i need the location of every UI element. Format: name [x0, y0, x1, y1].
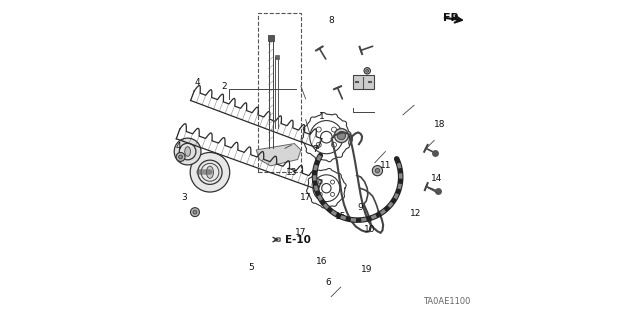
- Circle shape: [193, 210, 197, 214]
- Text: 11: 11: [380, 161, 391, 170]
- Text: 16: 16: [316, 257, 327, 266]
- Text: 14: 14: [431, 174, 442, 183]
- Circle shape: [372, 166, 383, 176]
- Circle shape: [191, 208, 200, 217]
- Bar: [258, 13, 301, 172]
- Circle shape: [190, 152, 230, 192]
- Text: 4: 4: [175, 142, 181, 151]
- Ellipse shape: [207, 166, 214, 178]
- Circle shape: [334, 129, 348, 143]
- Ellipse shape: [185, 147, 191, 156]
- Text: 15: 15: [335, 212, 346, 221]
- Text: 8: 8: [328, 16, 334, 25]
- Text: 12: 12: [410, 209, 421, 218]
- Text: 9: 9: [357, 203, 363, 212]
- Text: 2: 2: [221, 82, 227, 91]
- Circle shape: [174, 138, 201, 165]
- Text: 17: 17: [295, 228, 307, 237]
- Circle shape: [337, 131, 346, 140]
- Text: 19: 19: [360, 265, 372, 274]
- Text: 17: 17: [300, 193, 312, 202]
- Bar: [353, 75, 374, 89]
- Text: 7: 7: [312, 145, 318, 154]
- Circle shape: [366, 70, 369, 72]
- Text: E-10: E-10: [285, 234, 311, 245]
- Polygon shape: [275, 238, 280, 241]
- Text: 5: 5: [248, 263, 254, 272]
- Text: 4: 4: [195, 78, 200, 87]
- Text: 6: 6: [325, 278, 331, 287]
- Text: 10: 10: [364, 225, 375, 234]
- Text: TA0AE1100: TA0AE1100: [422, 297, 470, 306]
- Circle shape: [364, 68, 371, 74]
- Text: 13: 13: [285, 168, 297, 177]
- Text: 1: 1: [319, 112, 324, 121]
- Circle shape: [176, 152, 185, 161]
- Text: FR.: FR.: [443, 12, 463, 23]
- Text: 3: 3: [182, 193, 188, 202]
- Circle shape: [179, 155, 182, 159]
- Circle shape: [375, 168, 380, 173]
- Text: 18: 18: [434, 120, 445, 129]
- Polygon shape: [256, 144, 301, 166]
